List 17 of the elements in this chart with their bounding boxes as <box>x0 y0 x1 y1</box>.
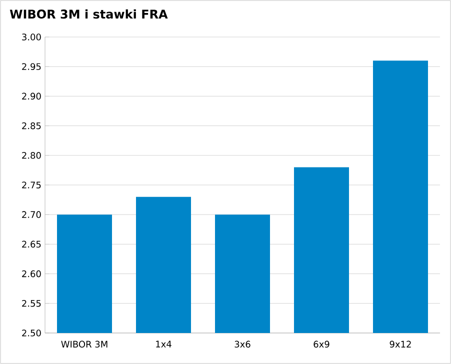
y-tick-label: 2.85 <box>22 122 41 130</box>
y-tick-label: 2.65 <box>22 240 41 248</box>
y-tick-label: 2.60 <box>22 270 41 278</box>
y-tick-label: 2.90 <box>22 92 41 100</box>
y-tick-label: 2.70 <box>22 211 41 218</box>
chart-title: WIBOR 3M i stawki FRA <box>10 9 168 19</box>
y-tick-label: 2.80 <box>22 152 41 159</box>
x-tick-label: 3x6 <box>234 340 250 348</box>
x-tick-label: WIBOR 3M <box>61 340 108 348</box>
y-tick-label: 3.00 <box>22 34 41 40</box>
x-tick-label: 6x9 <box>314 340 330 348</box>
y-tick-label: 2.75 <box>22 182 41 188</box>
x-tick-label: 9x12 <box>390 340 411 348</box>
y-tick-label: 2.50 <box>22 330 41 336</box>
x-tick-label: 1x4 <box>156 340 172 348</box>
y-tick-label: 2.95 <box>22 63 41 70</box>
y-tick-label: 2.55 <box>22 300 41 307</box>
